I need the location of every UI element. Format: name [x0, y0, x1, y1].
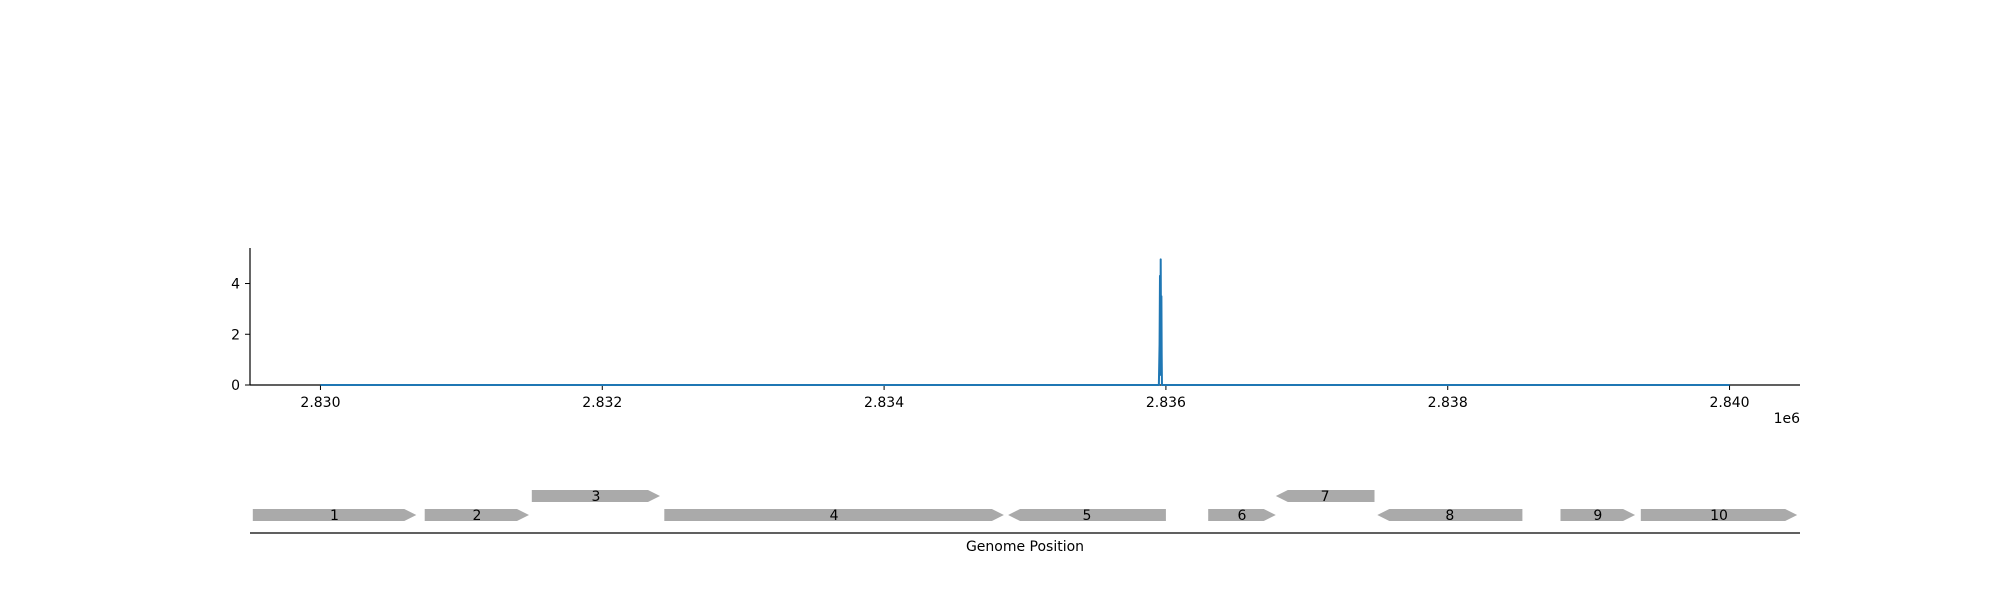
gene-arrow-1 — [252, 509, 417, 521]
x-axis-ticks: 2.830 2.832 2.834 2.836 2.838 2.840 — [300, 385, 1750, 411]
x-tick-label: 2.832 — [582, 395, 622, 411]
gene-track: 1 2 3 4 5 6 7 8 9 10 Genome Position — [250, 489, 1800, 555]
gene-arrow-6 — [1208, 509, 1276, 521]
gene-label: 8 — [1445, 508, 1454, 524]
gene-label: 1 — [330, 508, 339, 524]
coverage-plot: 2.830 2.832 2.834 2.836 2.838 2.840 0 2 4 1e6 — [231, 248, 1800, 427]
gene-arrow-8 — [1377, 509, 1523, 521]
x-tick-label: 2.840 — [1709, 395, 1749, 411]
gene-label: 9 — [1593, 508, 1602, 524]
gene-label: 10 — [1710, 508, 1728, 524]
coverage-line-series-1 — [320, 258, 1730, 386]
x-tick-label: 2.838 — [1428, 395, 1468, 411]
gene-label: 6 — [1238, 508, 1247, 524]
gene-label: 2 — [472, 508, 481, 524]
y-tick-label: 0 — [231, 378, 240, 394]
x-axis-label: Genome Position — [966, 539, 1084, 555]
coverage-series — [320, 258, 1730, 386]
gene-arrow-3 — [531, 490, 660, 502]
gene-arrow-4 — [664, 509, 1004, 521]
gene-arrow-9 — [1560, 509, 1636, 521]
plot-axes — [249, 248, 1800, 386]
gene-arrow-2 — [424, 509, 529, 521]
gene-label: 4 — [830, 508, 839, 524]
gene-arrow-10 — [1640, 509, 1798, 521]
y-tick-label: 4 — [231, 277, 240, 293]
gene-label: 7 — [1321, 489, 1330, 505]
x-tick-label: 2.834 — [864, 395, 904, 411]
y-tick-label: 2 — [231, 327, 240, 343]
gene-label: 3 — [591, 489, 600, 505]
y-axis-ticks: 0 2 4 — [231, 277, 250, 394]
gene-arrow-7 — [1275, 490, 1375, 502]
gene-arrows: 1 2 3 4 5 6 7 8 9 10 — [252, 489, 1798, 524]
gene-arrow-5 — [1008, 509, 1166, 521]
x-tick-label: 2.836 — [1146, 395, 1186, 411]
x-tick-label: 2.830 — [300, 395, 340, 411]
x-axis-offset-label: 1e6 — [1774, 411, 1801, 427]
gene-label: 5 — [1083, 508, 1092, 524]
